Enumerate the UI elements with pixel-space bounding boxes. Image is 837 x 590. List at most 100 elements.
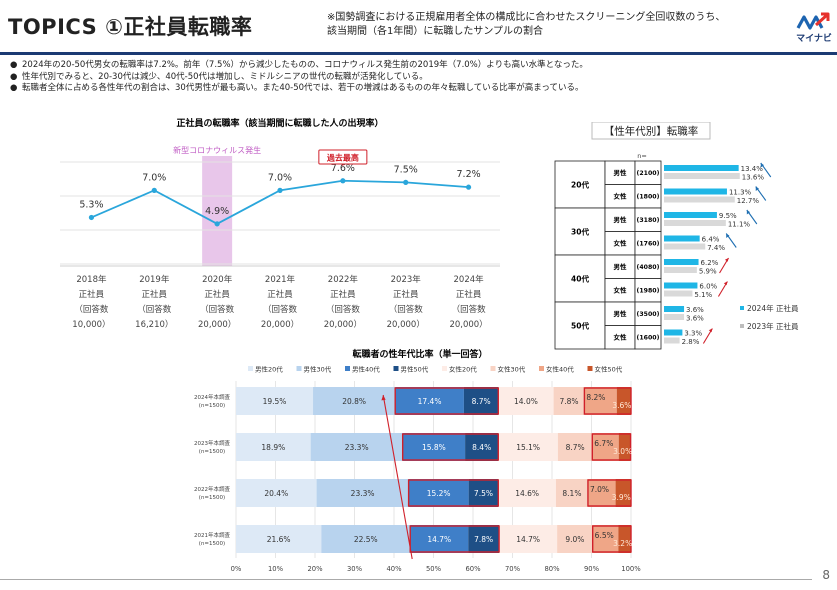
stacked-segment-label: 14.7%	[427, 535, 451, 544]
stacked-segment-label: 21.6%	[267, 535, 291, 544]
stacked-segment	[402, 433, 466, 461]
stacked-segment	[313, 387, 396, 415]
turnover-rate-line-chart: 正社員の転職率（該当期間に転職した人の出現率） 新型コロナウィルス発生 5.3% 7.…	[60, 117, 500, 330]
legend-2023-label: 2023年 正社員	[747, 321, 799, 331]
highlight-box	[587, 479, 632, 507]
bar-2023-label: 3.6%	[686, 315, 704, 323]
logo-text: マイナビ	[796, 32, 832, 44]
sample-size-cell	[634, 325, 662, 350]
stacked-segment	[587, 479, 616, 507]
line-chart-category-label: 20,000）	[387, 319, 425, 330]
stacked-segment	[236, 433, 311, 461]
bullet-item: ● 転職者全体に占める各性年代の割合は、30代男性が最も高い。また40-50代では…	[10, 83, 588, 95]
line-chart-category-label: 20,000）	[324, 319, 362, 330]
mynavi-logo: マイナビ	[794, 8, 834, 48]
line-chart-category-label: 2022年	[328, 274, 359, 285]
stacked-segment	[616, 387, 631, 415]
stacked-segment	[553, 387, 585, 415]
age-chart-title: 【性年代別】転職率	[604, 125, 699, 138]
stacked-segment-label: 8.4%	[472, 443, 491, 452]
stacked-category-n-label: (n=1500)	[199, 495, 225, 501]
highlight-box	[409, 525, 500, 553]
age-group-label: 30代	[571, 227, 589, 237]
stacked-segment-label: 6.5%	[595, 531, 614, 540]
stacked-category-label: 2021年本調査	[194, 531, 230, 539]
stacked-segment	[592, 525, 619, 553]
trend-up-arrowhead-icon	[708, 328, 713, 333]
bullet-text: 2024年の20-50代男女の転職率は7.2%。前年（7.5%）から減少したもの…	[22, 60, 588, 70]
stacked-legend-label: 男性20代	[255, 365, 283, 374]
stacked-segment-label: 8.1%	[562, 489, 581, 498]
age-chart-title-box	[591, 122, 711, 140]
trend-up-arrowhead-icon	[724, 258, 729, 262]
bar-2024-label: 6.2%	[701, 259, 719, 267]
stacked-segment-label: 9.0%	[565, 535, 584, 544]
highlight-box	[394, 387, 499, 415]
bar-2023	[664, 314, 685, 320]
line-chart-category-label: （回答数	[137, 304, 172, 315]
bar-2023-label: 13.6%	[742, 174, 765, 182]
stacked-segment-label: 17.4%	[418, 397, 442, 406]
line-chart-category-label: 16,210）	[135, 319, 173, 330]
bullet-dot-icon: ●	[10, 60, 18, 70]
line-chart-category-label: 2020年	[202, 274, 233, 285]
stacked-category-label: 2023年本調査	[194, 439, 230, 447]
bar-2024	[664, 212, 717, 218]
turnover-rate-point	[214, 221, 220, 227]
line-chart-category-label: （回答数	[389, 304, 424, 315]
stacked-segment-label: 3.2%	[613, 539, 632, 548]
header-note: ※国勢調査における正規雇用者全体の構成比に合わせたスクリーニング全回収数のうち、…	[327, 11, 747, 39]
stacked-segment-label: 15.1%	[516, 443, 540, 452]
bar-2023	[664, 290, 693, 297]
bar-2024-label: 3.3%	[684, 330, 702, 338]
line-chart-category-label: 正社員	[330, 289, 356, 300]
sample-size-label: (3500)	[637, 311, 660, 318]
stacked-segment-label: 18.9%	[261, 443, 285, 452]
line-chart-category-label: 正社員	[393, 289, 419, 300]
stacked-x-tick-label: 80%	[544, 565, 560, 573]
turnover-rate-data-label: 5.3%	[79, 199, 103, 210]
stacked-segment	[236, 387, 314, 415]
stacked-segment-label: 7.0%	[590, 485, 609, 494]
stacked-legend-swatch	[345, 366, 350, 371]
header-note-line1: ※国勢調査における正規雇用者全体の構成比に合わせたスクリーニング全回収数のうち、	[327, 12, 726, 23]
stacked-segment-label: 20.8%	[342, 397, 366, 406]
bar-2023-label: 5.1%	[694, 291, 712, 299]
line-chart-category-label: 正社員	[456, 289, 482, 300]
stacked-segment-label: 14.6%	[515, 489, 539, 498]
stacked-legend-label: 女性30代	[498, 365, 526, 374]
bar-2024	[664, 235, 700, 242]
age-group-label: 20代	[571, 180, 589, 190]
stacked-legend-swatch	[587, 366, 593, 371]
bar-2024-label: 9.5%	[719, 212, 737, 220]
stacked-segment-label: 7.8%	[474, 535, 493, 544]
bar-2023	[664, 196, 735, 203]
bar-2024	[664, 282, 698, 289]
line-chart-category-label: 2019年	[139, 274, 170, 285]
bar-2024-label: 3.6%	[686, 306, 704, 314]
line-chart-category-label: （回答数	[200, 304, 235, 315]
trend-down-arrowhead-icon	[726, 233, 730, 238]
age-group-cell	[554, 207, 606, 256]
stacked-segment	[395, 387, 464, 415]
stacked-x-tick-label: 30%	[347, 565, 363, 573]
gender-label: 男性	[613, 168, 628, 177]
bar-2023-label: 2.8%	[682, 338, 700, 346]
sample-size-label: (4080)	[637, 264, 660, 271]
stacked-segment-label: 3.6%	[612, 401, 631, 410]
covid-annotation: 新型コロナウィルス発生	[173, 145, 261, 155]
sample-size-label: (1800)	[637, 194, 660, 201]
stacked-legend-label: 男性30代	[304, 365, 332, 374]
page-number: 8	[822, 568, 830, 582]
stacked-segment	[410, 525, 469, 553]
bar-2024-label: 6.0%	[699, 283, 717, 291]
stacked-legend-label: 女性50代	[595, 365, 623, 374]
stacked-segment	[584, 387, 617, 415]
gender-label: 女性	[614, 239, 628, 248]
stacked-legend-label: 女性20代	[449, 365, 477, 374]
gender-label: 男性	[613, 215, 628, 224]
gender-label: 女性	[614, 333, 628, 342]
age-group-label: 50代	[571, 321, 589, 331]
line-chart-category-label: （回答数	[263, 304, 298, 315]
bar-2024	[664, 329, 683, 336]
